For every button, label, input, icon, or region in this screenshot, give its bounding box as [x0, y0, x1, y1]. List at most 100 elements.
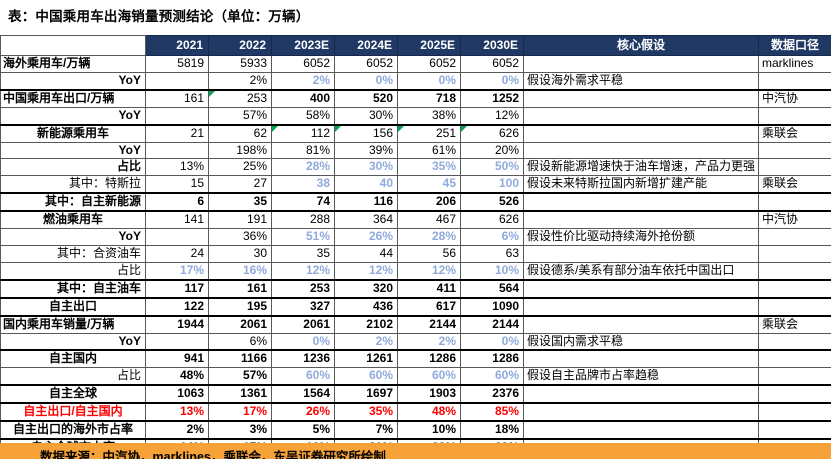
source-cell: 乘联会 [758, 314, 831, 334]
value-cell: 0% [460, 71, 524, 91]
row-label: 占比 [0, 158, 146, 177]
value-cell: 38 [271, 175, 335, 194]
value-cell: 60% [460, 367, 524, 386]
row-label: 其中：合资油车 [0, 244, 146, 263]
source-cell [758, 402, 831, 422]
table-row: 占比 13% 25% 28% 30% 35% 50% 假设新能源增速快于油车增速，产品力更强 [0, 158, 831, 177]
source-cell [758, 158, 831, 177]
assumption-cell [523, 278, 759, 299]
source-cell: 中汽协 [758, 88, 831, 108]
value-cell: 1286 [397, 349, 461, 369]
value-cell: 16% [208, 261, 272, 281]
value-cell: 25% [208, 158, 272, 177]
value-cell: 35 [208, 192, 272, 212]
value-cell: 3% [208, 420, 272, 440]
value-cell [145, 106, 209, 126]
source-cell [758, 420, 831, 440]
value-cell: 0% [334, 71, 398, 91]
row-label: 自主出口/自主国内 [0, 402, 146, 422]
table-row: 自主出口/自主国内 13% 17% 26% 35% 48% 85% [0, 402, 831, 422]
value-cell: 411 [397, 278, 461, 299]
row-label: 国内乘用车销量/万辆 [0, 314, 146, 334]
value-cell: 2061 [271, 314, 335, 334]
value-cell: 6% [460, 228, 524, 246]
value-cell: 35% [334, 402, 398, 422]
label-column-header [0, 35, 146, 56]
row-label: 占比 [0, 261, 146, 281]
source-cell [758, 106, 831, 126]
value-cell: 30% [334, 106, 398, 126]
value-cell: 57% [208, 106, 272, 126]
table-body: 海外乘用车/万辆 5819 5933 6052 6052 6052 6052 markline… [0, 55, 831, 458]
source-cell [758, 278, 831, 299]
value-cell: 1261 [334, 349, 398, 369]
value-cell: 112 [271, 123, 335, 143]
assumption-cell [523, 123, 759, 143]
value-cell: 288 [271, 210, 335, 230]
row-label: 占比 [0, 367, 146, 386]
value-cell: 7% [334, 420, 398, 440]
source-cell [758, 228, 831, 246]
value-cell: 60% [334, 367, 398, 386]
value-cell: 6052 [334, 55, 398, 73]
value-cell: 116 [334, 192, 398, 212]
source-cell [758, 367, 831, 386]
table-row: 新能源乘用车 21 62 112 156 251 626 乘联会 [0, 123, 831, 143]
value-cell: 26% [334, 228, 398, 246]
value-cell: 320 [334, 278, 398, 299]
source-cell [758, 332, 831, 351]
value-cell: 467 [397, 210, 461, 230]
value-cell: 400 [271, 88, 335, 108]
value-cell: 2144 [460, 314, 524, 334]
assumption-cell: 假设性价比驱动持续海外抢份额 [523, 228, 759, 246]
value-cell: 51% [271, 228, 335, 246]
table-row: 自主国内 941 1166 1236 1261 1286 1286 [0, 349, 831, 369]
value-cell: 122 [145, 296, 209, 317]
value-cell: 100 [460, 175, 524, 194]
row-label: 自主出口 [0, 296, 146, 317]
year-column-header-2025e: 2025E [397, 35, 461, 56]
value-cell: 12% [460, 106, 524, 126]
year-column-header-2030e: 2030E [460, 35, 524, 56]
value-cell: 61% [397, 141, 461, 160]
value-cell: 13% [145, 402, 209, 422]
value-cell: 28% [271, 158, 335, 177]
value-cell: 161 [208, 278, 272, 299]
value-cell: 2144 [397, 314, 461, 334]
value-cell: 6052 [460, 55, 524, 73]
value-cell: 2% [334, 332, 398, 351]
value-cell: 18% [460, 420, 524, 440]
year-column-header-2021: 2021 [145, 35, 209, 56]
row-label: YoY [0, 106, 146, 126]
source-cell [758, 349, 831, 369]
value-cell: 2376 [460, 384, 524, 404]
value-cell: 626 [460, 210, 524, 230]
value-cell: 12% [271, 261, 335, 281]
value-cell: 327 [271, 296, 335, 317]
assumption-cell [523, 384, 759, 404]
value-cell: 30% [334, 158, 398, 177]
value-cell: 1361 [208, 384, 272, 404]
row-label: YoY [0, 71, 146, 91]
value-cell: 48% [145, 367, 209, 386]
table-row: YoY 36% 51% 26% 28% 6% 假设性价比驱动持续海外抢份额 [0, 228, 831, 246]
value-cell: 35% [397, 158, 461, 177]
value-cell: 17% [208, 402, 272, 422]
value-cell: 117 [145, 278, 209, 299]
table-row: 国内乘用车销量/万辆 1944 2061 2061 2102 2144 2144 乘联会 [0, 314, 831, 334]
value-cell: 12% [334, 261, 398, 281]
value-cell: 141 [145, 210, 209, 230]
value-cell: 0% [397, 71, 461, 91]
value-cell: 1697 [334, 384, 398, 404]
value-cell: 1252 [460, 88, 524, 108]
value-cell: 206 [397, 192, 461, 212]
table-row: 其中：自主新能源 6 35 74 116 206 526 [0, 192, 831, 212]
value-cell: 941 [145, 349, 209, 369]
value-cell: 60% [397, 367, 461, 386]
row-label: 中国乘用车出口/万辆 [0, 88, 146, 108]
value-cell: 617 [397, 296, 461, 317]
value-cell: 1903 [397, 384, 461, 404]
value-cell: 5819 [145, 55, 209, 73]
value-cell: 5933 [208, 55, 272, 73]
value-cell: 44 [334, 244, 398, 263]
